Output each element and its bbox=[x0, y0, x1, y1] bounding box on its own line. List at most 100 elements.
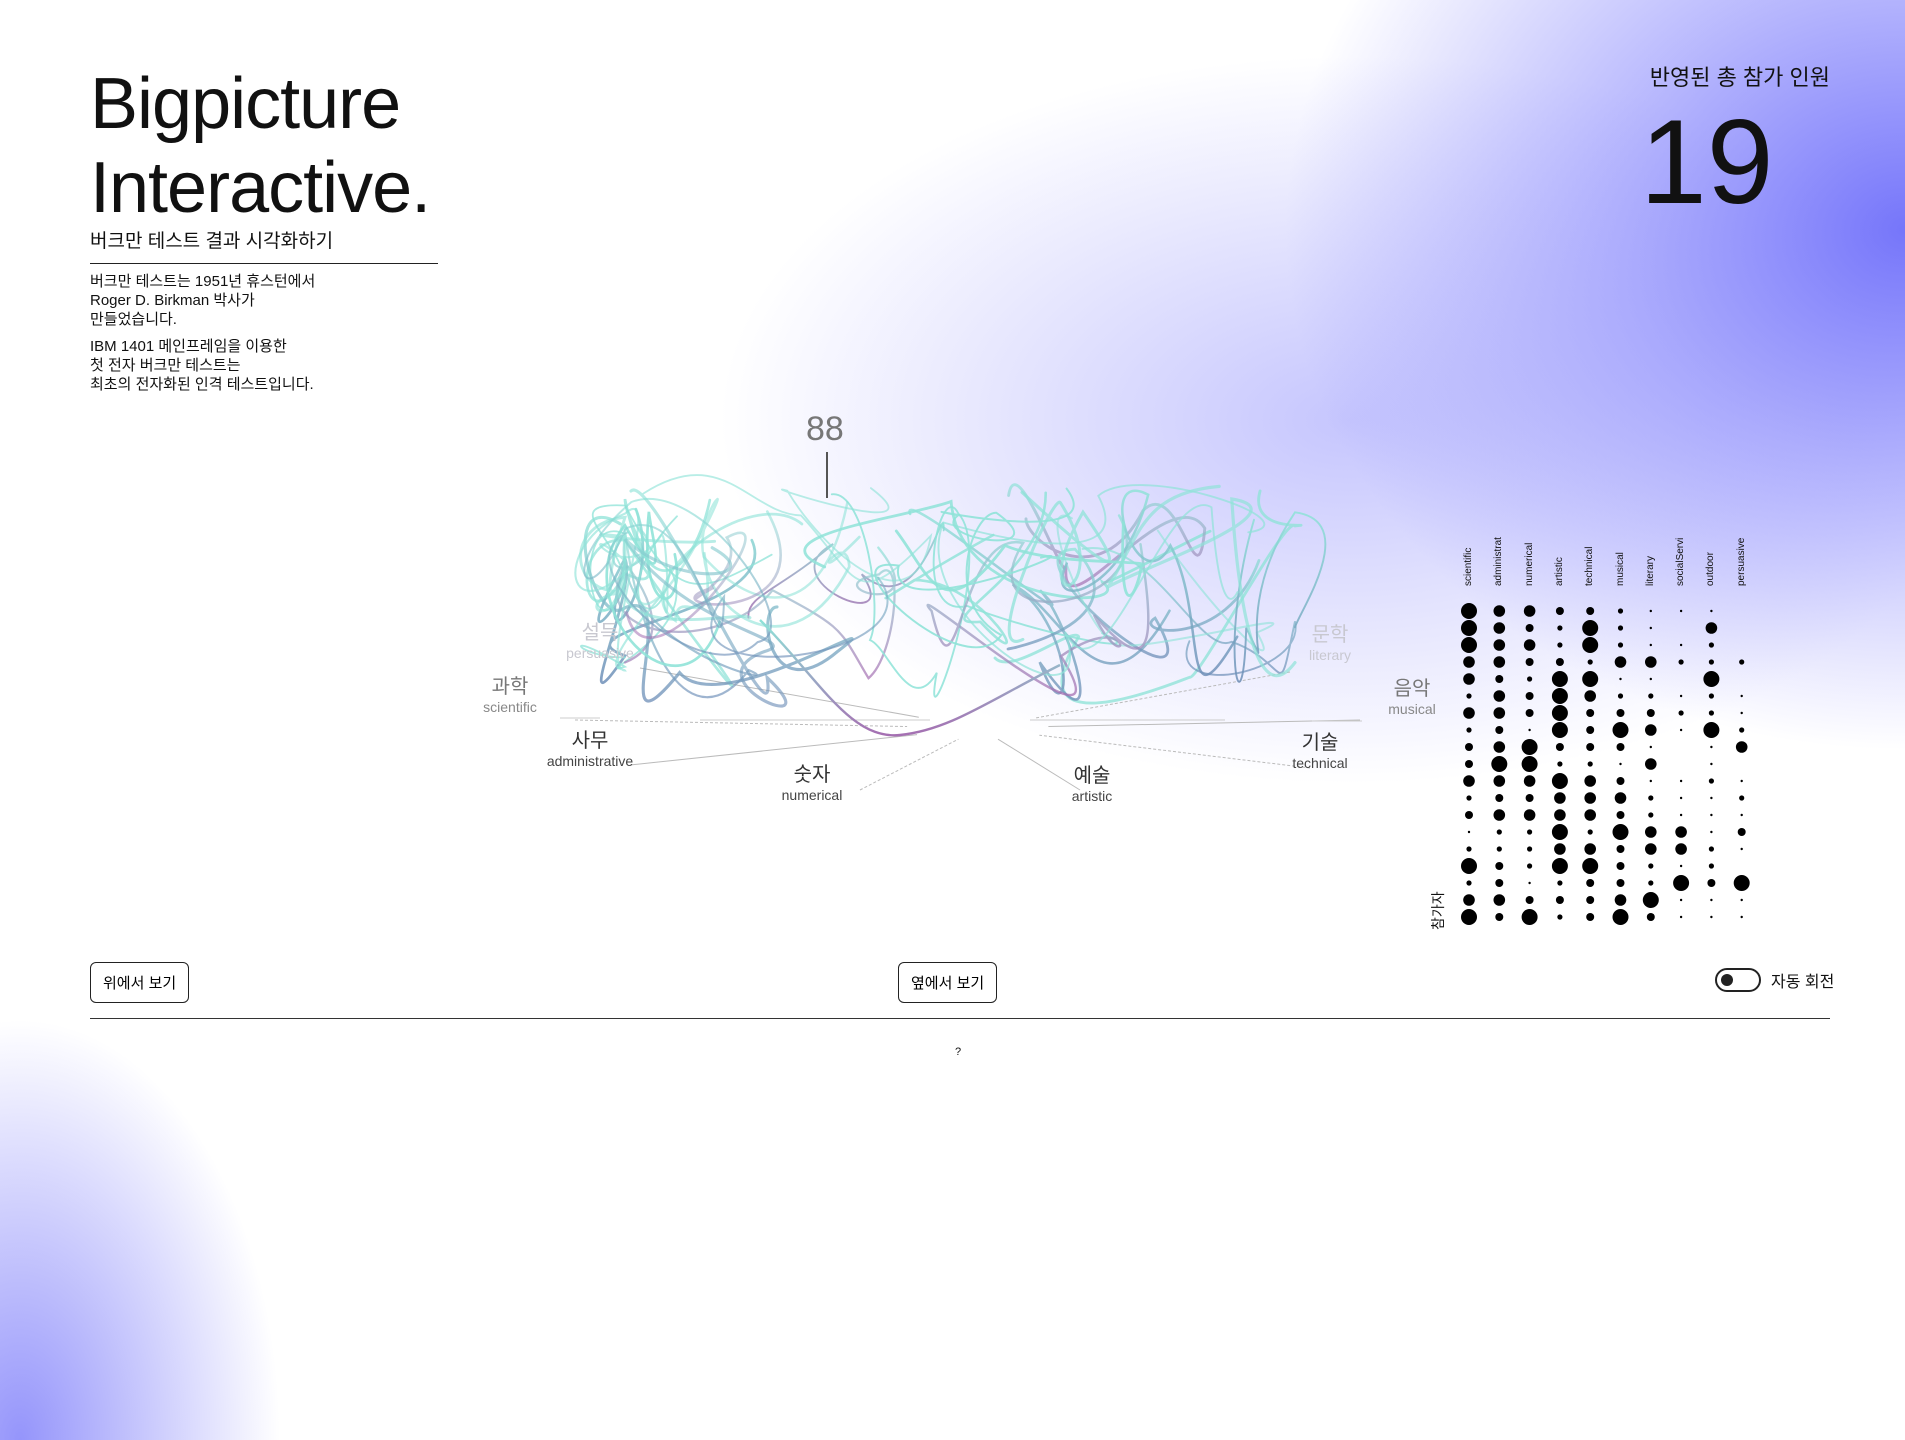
matrix-dot bbox=[1646, 913, 1655, 921]
matrix-dot bbox=[1678, 710, 1684, 716]
participant-curve bbox=[583, 498, 889, 658]
matrix-dot bbox=[1495, 726, 1504, 734]
matrix-dot bbox=[1645, 826, 1657, 838]
participant-count: 19 bbox=[1640, 95, 1774, 229]
matrix-dot bbox=[1495, 675, 1504, 683]
matrix-dot bbox=[1586, 726, 1595, 734]
matrix-dot bbox=[1493, 809, 1506, 821]
axis-label-technical: 기술 technical bbox=[1270, 726, 1370, 771]
matrix-dot bbox=[1554, 843, 1566, 855]
matrix-dot bbox=[1675, 826, 1687, 838]
matrix-dot bbox=[1616, 862, 1625, 870]
description-paragraph-2: IBM 1401 메인프레임을 이용한 첫 전자 버크만 테스트는 최초의 전자… bbox=[90, 338, 314, 393]
matrix-dot bbox=[1493, 707, 1506, 719]
axis-label-musical: 음악 musical bbox=[1372, 672, 1452, 717]
matrix-dot bbox=[1465, 811, 1473, 819]
top-view-button[interactable]: 위에서 보기 bbox=[90, 962, 190, 1003]
matrix-dot bbox=[1493, 741, 1506, 753]
matrix-dot bbox=[1463, 775, 1475, 787]
axis-label-persuasive: 설득 persuasive bbox=[560, 616, 640, 661]
axis-spoke bbox=[1039, 734, 1311, 769]
axis-label-ko: 사무 bbox=[571, 730, 609, 752]
matrix-dot bbox=[1679, 864, 1683, 868]
matrix-dot bbox=[1495, 794, 1504, 802]
matrix-dot bbox=[1679, 728, 1683, 732]
matrix-dot bbox=[1463, 707, 1475, 719]
axis-label-en: literary bbox=[1308, 647, 1351, 663]
matrix-dot bbox=[1557, 642, 1563, 648]
axis-label-ko: 과학 bbox=[491, 676, 529, 698]
matrix-dot bbox=[1587, 761, 1593, 767]
matrix-dot bbox=[1582, 858, 1599, 874]
matrix-dot bbox=[1527, 863, 1533, 869]
matrix-dot bbox=[1584, 809, 1596, 821]
matrix-dot bbox=[1648, 812, 1654, 818]
participant-curve bbox=[1007, 490, 1111, 643]
matrix-column-technical: technical bbox=[1584, 546, 1596, 586]
matrix-dot bbox=[1555, 658, 1564, 666]
matrix-dot bbox=[1555, 896, 1564, 904]
axis-label-artistic: 예술 artistic bbox=[1052, 759, 1132, 804]
matrix-dot bbox=[1557, 914, 1563, 920]
matrix-dot bbox=[1710, 796, 1713, 800]
matrix-dot bbox=[1584, 843, 1596, 855]
matrix-dot bbox=[1649, 626, 1652, 630]
auto-rotate-control[interactable]: 자동 회전 bbox=[1715, 968, 1834, 992]
matrix-dot bbox=[1528, 881, 1531, 885]
matrix-dot bbox=[1521, 909, 1538, 925]
participant-curve bbox=[583, 515, 854, 703]
matrix-dot bbox=[1735, 741, 1748, 753]
matrix-dot bbox=[1555, 743, 1564, 751]
matrix-dot bbox=[1617, 625, 1624, 631]
matrix-dot bbox=[1465, 760, 1473, 768]
matrix-dot bbox=[1557, 761, 1563, 767]
axis-label-ko: 기술 bbox=[1301, 732, 1339, 754]
matrix-dot bbox=[1523, 639, 1536, 651]
matrix-dot bbox=[1554, 792, 1566, 804]
matrix-dot bbox=[1740, 847, 1743, 851]
participant-curve bbox=[1233, 511, 1327, 683]
matrix-dot bbox=[1740, 898, 1743, 902]
matrix-dot bbox=[1525, 624, 1534, 632]
axis-spoke bbox=[629, 734, 918, 766]
help-icon[interactable]: ? bbox=[955, 1046, 962, 1058]
matrix-dot bbox=[1708, 846, 1714, 852]
matrix-dot bbox=[1587, 659, 1593, 665]
auto-rotate-toggle[interactable] bbox=[1715, 968, 1761, 992]
matrix-dot bbox=[1619, 762, 1622, 766]
matrix-dot bbox=[1649, 677, 1652, 681]
axis-label-en: musical bbox=[1388, 701, 1436, 717]
matrix-dot bbox=[1582, 620, 1599, 636]
matrix-dot bbox=[1495, 879, 1504, 887]
matrix-dot bbox=[1584, 792, 1596, 804]
matrix-column-administrat: administrat bbox=[1493, 537, 1505, 586]
axis-label-administrative: 사무 administrative bbox=[540, 724, 640, 769]
axis-label-ko: 문학 bbox=[1311, 624, 1349, 646]
matrix-dot bbox=[1527, 846, 1533, 852]
participant-curve bbox=[1081, 547, 1297, 676]
matrix-dot bbox=[1557, 880, 1563, 886]
matrix-dot bbox=[1525, 658, 1534, 666]
matrix-dot bbox=[1617, 608, 1624, 614]
matrix-dot bbox=[1710, 609, 1713, 613]
axis-label-ko: 설득 bbox=[581, 622, 619, 644]
matrix-dot bbox=[1612, 722, 1629, 738]
axis-label-en: scientific bbox=[483, 699, 537, 715]
matrix-dot bbox=[1703, 671, 1720, 687]
axis-spoke bbox=[997, 738, 1081, 791]
participant-dot-matrix bbox=[1461, 603, 1750, 925]
matrix-dot bbox=[1708, 693, 1714, 699]
matrix-dot bbox=[1461, 603, 1477, 619]
auto-rotate-label: 자동 회전 bbox=[1771, 974, 1835, 991]
side-view-button[interactable]: 옆에서 보기 bbox=[898, 962, 998, 1003]
matrix-dot bbox=[1586, 913, 1595, 921]
matrix-dot bbox=[1616, 845, 1625, 853]
matrix-dot bbox=[1616, 709, 1625, 717]
matrix-dot bbox=[1463, 656, 1475, 668]
participant-curve bbox=[1006, 547, 1261, 659]
matrix-dot bbox=[1679, 796, 1683, 800]
matrix-dot bbox=[1493, 605, 1506, 617]
matrix-dot bbox=[1493, 690, 1506, 702]
matrix-dot bbox=[1466, 693, 1472, 699]
